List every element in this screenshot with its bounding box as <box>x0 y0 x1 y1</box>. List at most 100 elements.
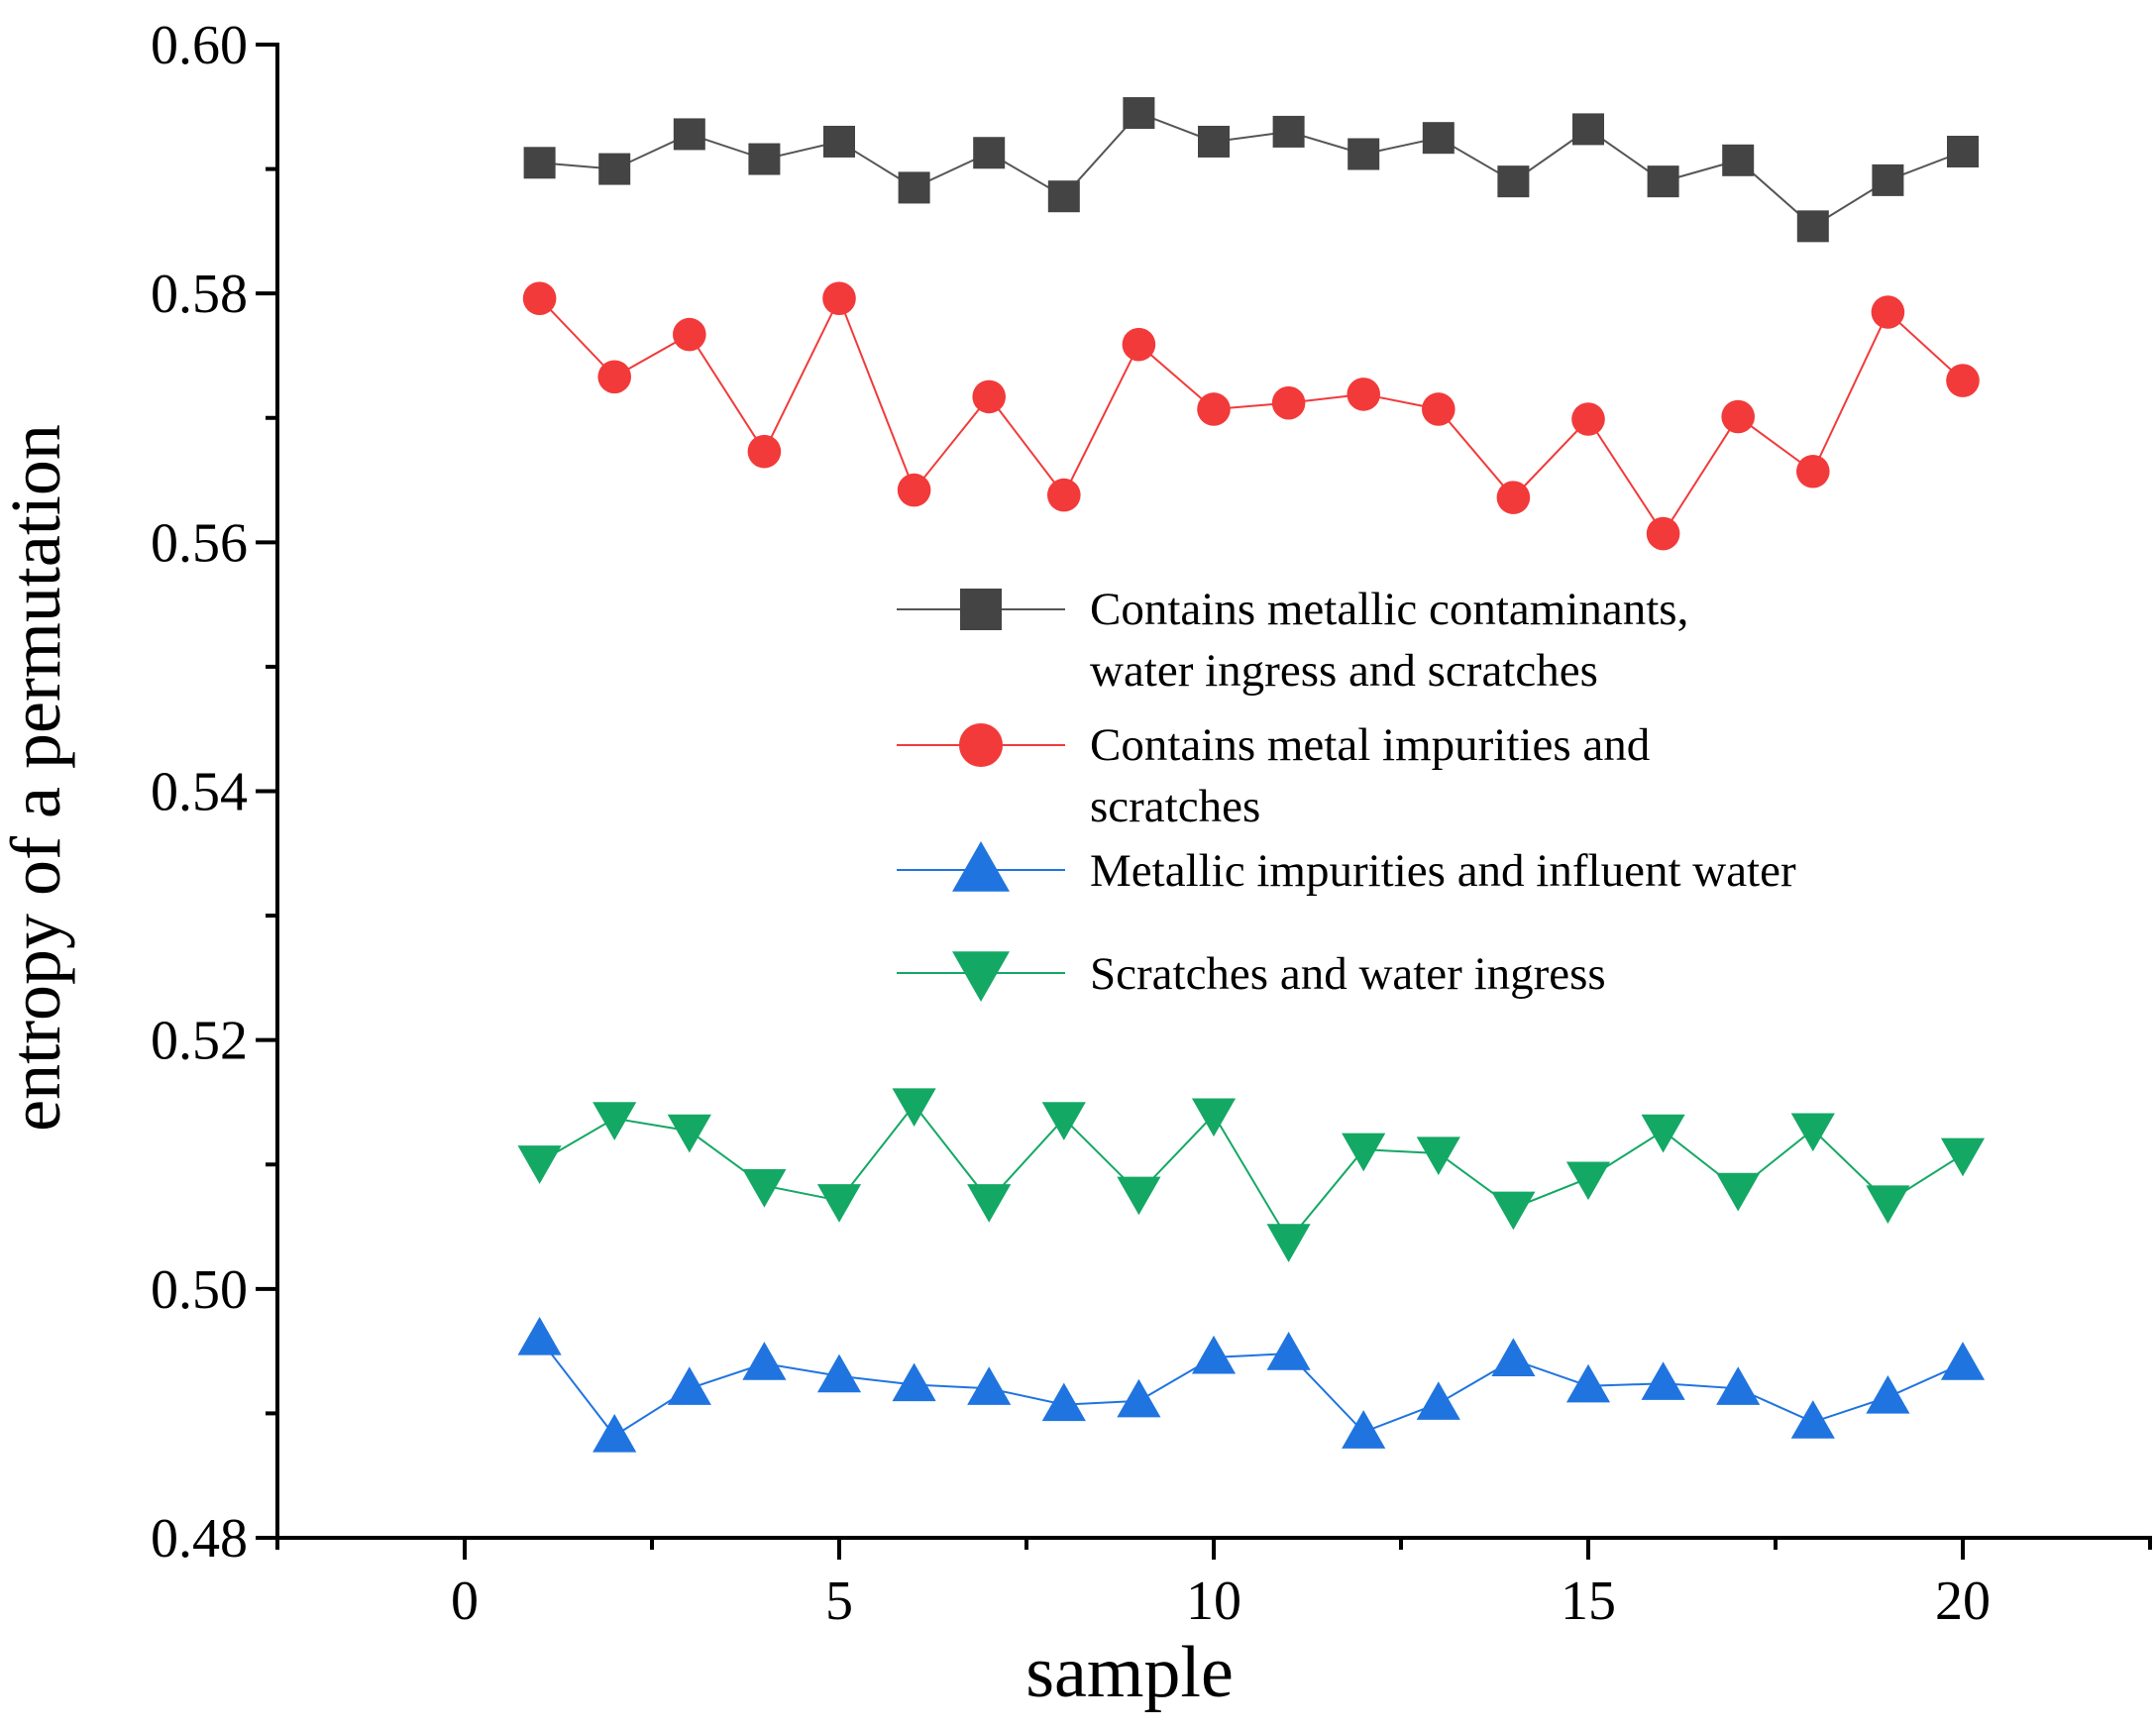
data-point <box>597 360 631 394</box>
data-point <box>898 171 930 204</box>
y-tick-label: 0.52 <box>151 1011 248 1072</box>
data-point <box>522 281 557 315</box>
y-tick-label: 0.48 <box>151 1508 248 1570</box>
data-point <box>1047 478 1081 512</box>
x-tick-label: 20 <box>1935 1571 1991 1632</box>
data-point <box>673 317 706 352</box>
data-point <box>598 153 631 185</box>
data-point <box>1497 165 1530 198</box>
data-point <box>1647 165 1679 198</box>
legend-marker <box>960 589 1002 630</box>
data-point <box>593 1413 637 1453</box>
x-tick-label: 5 <box>825 1571 853 1632</box>
data-point <box>1041 1102 1086 1140</box>
y-tick-label: 0.58 <box>151 264 248 325</box>
data-point <box>1641 1114 1685 1153</box>
data-point <box>967 1184 1012 1223</box>
data-point <box>742 1169 787 1208</box>
x-axis-title: sample <box>1025 1632 1234 1713</box>
data-point <box>892 1362 936 1402</box>
data-point <box>1347 378 1380 411</box>
data-point <box>1866 1185 1910 1225</box>
data-point <box>1790 1400 1835 1439</box>
axes: 0.48 0.50 0.52 0.54 0.56 0.58 0.60 0 5 10 15 20 <box>151 15 2152 1632</box>
data-point <box>1572 113 1604 146</box>
data-point <box>822 281 856 315</box>
data-point <box>972 379 1006 414</box>
data-point <box>1641 1361 1685 1400</box>
data-point <box>1122 327 1156 362</box>
y-tick-label: 0.56 <box>151 512 248 574</box>
data-point <box>973 137 1006 169</box>
data-point <box>1565 1363 1611 1403</box>
legend-label: water ingress and scratches <box>1090 645 1598 697</box>
data-point <box>1272 115 1305 148</box>
y-tick-label: 0.60 <box>151 15 248 76</box>
data-point <box>1047 180 1080 213</box>
series-3 <box>517 1316 1986 1453</box>
data-point <box>1722 144 1755 176</box>
data-point <box>517 1316 562 1355</box>
x-tick-label: 10 <box>1186 1571 1241 1632</box>
series-4 <box>517 1088 1986 1262</box>
y-tick-label: 0.54 <box>151 762 248 823</box>
data-point <box>667 1366 711 1405</box>
data-point <box>967 1366 1012 1405</box>
data-point <box>1197 392 1231 426</box>
data-point <box>1866 1375 1910 1414</box>
data-point <box>1571 402 1605 436</box>
legend-label: Contains metallic contaminants, <box>1090 584 1688 635</box>
data-point <box>593 1102 637 1140</box>
data-point <box>816 1184 862 1223</box>
legend-label: Contains metal impurities and <box>1090 719 1650 771</box>
data-point <box>747 434 782 469</box>
data-point <box>748 143 781 175</box>
data-point <box>1342 1133 1386 1172</box>
legend-marker <box>958 722 1004 768</box>
legend-marker <box>952 841 1010 892</box>
plot-area <box>517 97 1986 1453</box>
data-point <box>1117 1176 1161 1216</box>
data-point <box>1198 125 1230 158</box>
data-point <box>816 1354 862 1393</box>
data-point <box>1947 136 1979 168</box>
data-point <box>1646 516 1680 551</box>
data-point <box>1342 1410 1386 1449</box>
data-point <box>1796 210 1829 243</box>
data-point <box>1496 481 1531 514</box>
data-point <box>1790 1113 1835 1152</box>
data-point <box>1266 1224 1311 1262</box>
legend-marker <box>952 951 1010 1002</box>
data-point <box>1191 1335 1237 1374</box>
data-point <box>517 1145 562 1184</box>
series-2 <box>522 281 1980 551</box>
data-point <box>1721 399 1755 434</box>
legend-item-1: Contains metallic contaminants, water ing… <box>897 584 1688 697</box>
legend-label: Metallic impurities and influent water <box>1090 845 1796 897</box>
x-tick-label: 15 <box>1561 1571 1616 1632</box>
data-point <box>1271 385 1306 420</box>
data-point <box>1123 97 1155 130</box>
data-point <box>1348 138 1380 170</box>
legend-item-2: Contains metal impurities and scratches <box>897 719 1650 832</box>
legend: Contains metallic contaminants, water ing… <box>897 584 1796 1002</box>
data-point <box>1491 1338 1536 1376</box>
legend-item-3: Metallic impurities and influent water <box>897 841 1796 897</box>
data-point <box>1416 1381 1460 1420</box>
data-point <box>742 1342 787 1380</box>
data-point <box>1117 1378 1161 1418</box>
data-point <box>892 1088 936 1128</box>
data-point <box>1266 1332 1311 1370</box>
y-tick-label: 0.50 <box>151 1259 248 1321</box>
data-point <box>1871 295 1905 329</box>
data-point <box>1416 1137 1460 1176</box>
data-point <box>1565 1161 1611 1201</box>
legend-item-4: Scratches and water ingress <box>897 948 1606 1002</box>
data-point <box>1872 163 1904 196</box>
x-tick-label: 0 <box>451 1571 479 1632</box>
data-point <box>1041 1382 1086 1422</box>
data-point <box>1422 122 1455 155</box>
data-point <box>523 147 556 179</box>
series-1 <box>523 97 1979 243</box>
